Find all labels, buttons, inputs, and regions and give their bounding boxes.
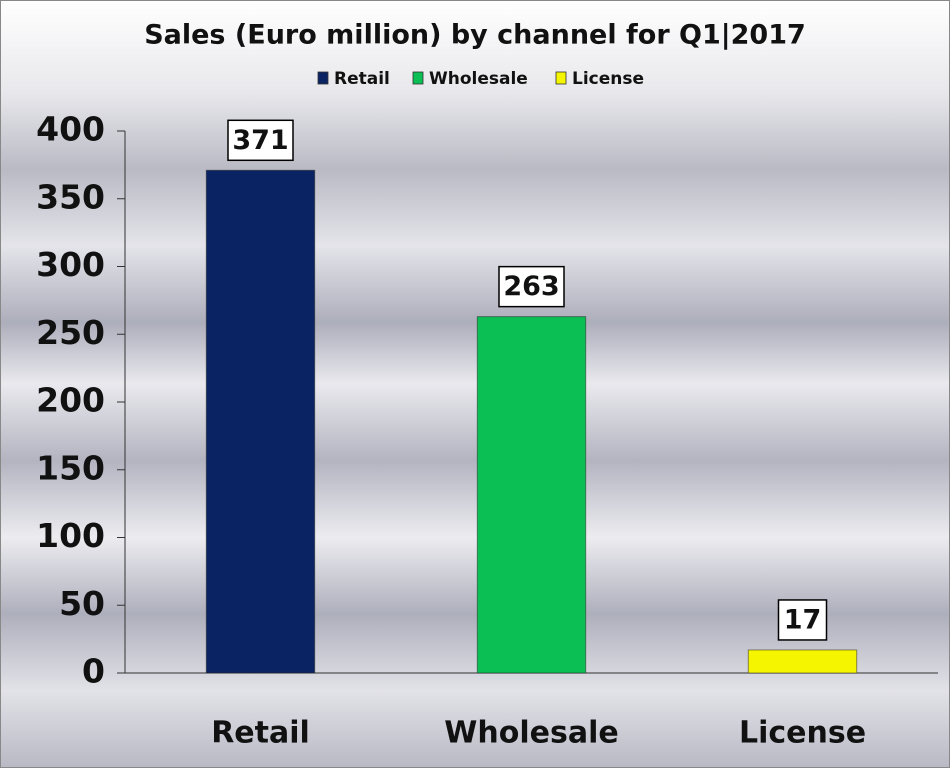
y-tick-label: 400 [36, 110, 105, 149]
y-tick-label: 200 [36, 381, 105, 420]
legend-label: Retail [334, 69, 390, 89]
x-tick-label: Retail [211, 716, 310, 751]
y-tick-label: 100 [36, 516, 105, 555]
y-tick-label: 50 [59, 584, 105, 623]
bar [476, 316, 587, 674]
y-tick-label: 250 [36, 313, 105, 352]
y-tick-label: 300 [36, 245, 105, 284]
value-label-box [498, 265, 565, 308]
bar [205, 169, 316, 674]
value-label: 371 [232, 125, 288, 156]
y-tick-label: 150 [36, 448, 105, 487]
legend-label: License [572, 69, 644, 89]
x-tick-label: Wholesale [444, 716, 618, 751]
value-label: 17 [784, 604, 822, 635]
y-tick-label: 350 [36, 177, 105, 216]
x-tick-label: License [739, 716, 866, 751]
chart-title: Sales (Euro million) by channel for Q1|2… [144, 20, 806, 51]
legend-label: Wholesale [429, 69, 528, 89]
value-label-box [777, 599, 828, 641]
value-label: 263 [503, 271, 559, 302]
legend-swatch [412, 71, 424, 85]
legend-swatch [555, 71, 567, 85]
y-tick-label: 0 [82, 652, 105, 691]
legend-swatch [317, 71, 329, 85]
value-label-box [227, 119, 294, 162]
bar [747, 649, 858, 674]
